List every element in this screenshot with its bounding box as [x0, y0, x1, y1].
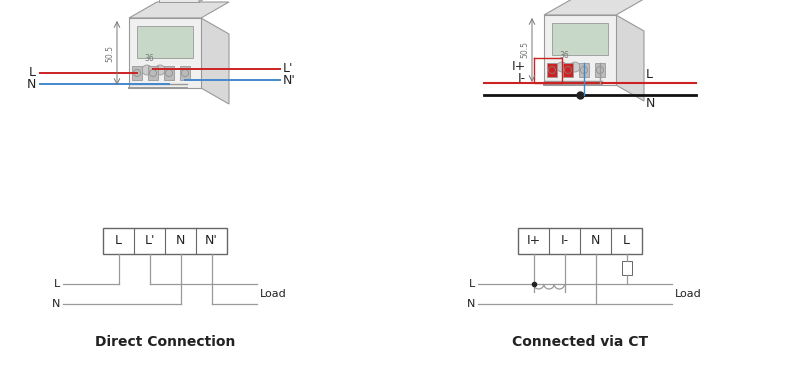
- Bar: [180, 66, 190, 80]
- Text: N': N': [283, 74, 296, 86]
- Text: 36: 36: [559, 51, 569, 60]
- Text: L': L': [144, 234, 154, 248]
- Circle shape: [134, 70, 141, 77]
- Circle shape: [581, 67, 587, 74]
- Circle shape: [155, 65, 165, 75]
- Circle shape: [597, 67, 603, 74]
- Text: Connected via CT: Connected via CT: [512, 335, 648, 349]
- Text: N: N: [26, 78, 36, 91]
- Circle shape: [182, 70, 189, 77]
- Bar: [563, 63, 573, 77]
- Bar: [103, 228, 227, 254]
- Text: N': N': [205, 234, 218, 248]
- Circle shape: [166, 70, 173, 77]
- Polygon shape: [199, 0, 227, 2]
- Polygon shape: [552, 23, 608, 55]
- Bar: [595, 63, 605, 77]
- Text: L: L: [623, 234, 630, 248]
- Circle shape: [150, 70, 157, 77]
- Text: I+: I+: [512, 60, 526, 74]
- Bar: [579, 63, 589, 77]
- Bar: [132, 66, 142, 80]
- Text: L: L: [54, 279, 60, 289]
- Circle shape: [549, 67, 555, 74]
- Text: N: N: [52, 299, 60, 309]
- Bar: [518, 228, 642, 254]
- Polygon shape: [616, 15, 644, 101]
- Text: Load: Load: [260, 289, 286, 299]
- Text: 50.5: 50.5: [105, 45, 114, 61]
- Text: L: L: [115, 234, 122, 248]
- Polygon shape: [201, 18, 229, 104]
- Circle shape: [557, 62, 567, 72]
- Text: L: L: [646, 68, 653, 81]
- Bar: [148, 66, 158, 80]
- Text: 50.5: 50.5: [520, 42, 529, 59]
- Bar: [622, 261, 631, 275]
- Bar: [547, 63, 557, 77]
- Polygon shape: [129, 2, 229, 18]
- Polygon shape: [544, 15, 616, 85]
- Polygon shape: [137, 26, 193, 58]
- Text: N: N: [591, 234, 600, 248]
- Polygon shape: [129, 18, 201, 88]
- Circle shape: [565, 67, 571, 74]
- Circle shape: [570, 62, 580, 72]
- Text: I-: I-: [561, 234, 569, 248]
- Bar: [164, 66, 174, 80]
- Text: N: N: [646, 97, 655, 110]
- Polygon shape: [159, 0, 199, 2]
- Text: Direct Connection: Direct Connection: [95, 335, 235, 349]
- Text: I-: I-: [518, 72, 526, 85]
- Text: 36: 36: [144, 54, 154, 63]
- Circle shape: [142, 65, 152, 75]
- Text: L: L: [469, 279, 475, 289]
- Text: N: N: [466, 299, 475, 309]
- Polygon shape: [544, 0, 644, 15]
- Text: Load: Load: [675, 289, 702, 299]
- Text: L': L': [283, 63, 294, 75]
- Text: I+: I+: [526, 234, 541, 248]
- Text: L: L: [29, 67, 36, 79]
- Text: N: N: [176, 234, 185, 248]
